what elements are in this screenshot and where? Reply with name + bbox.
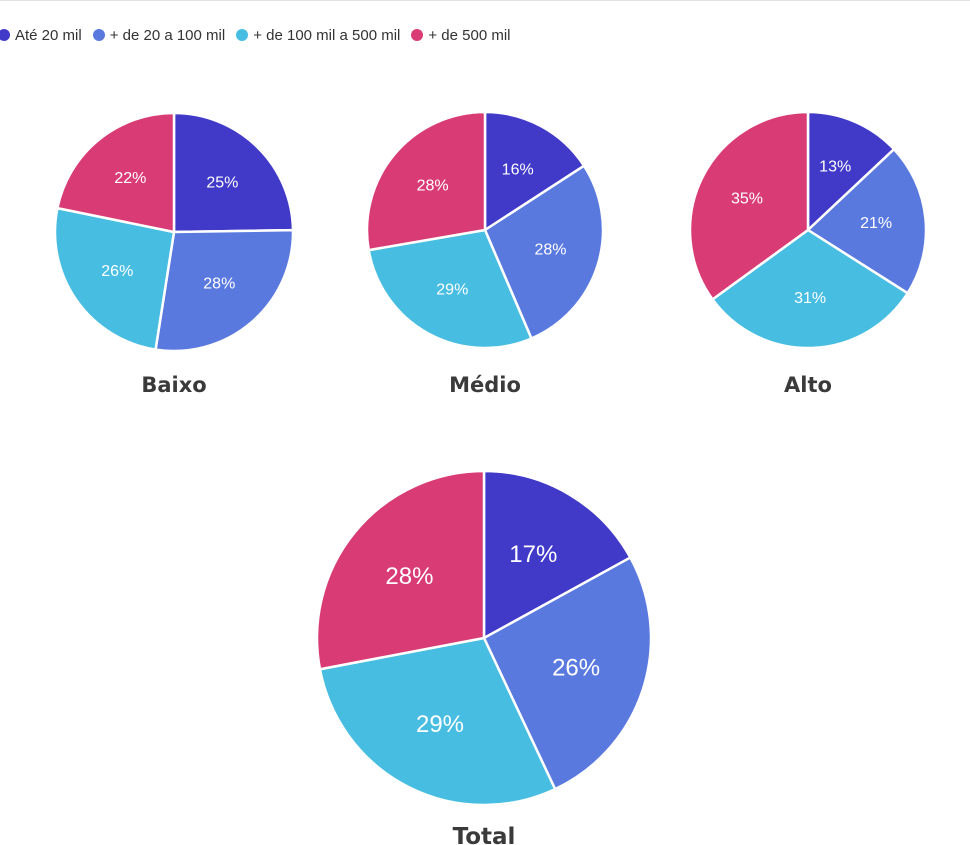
legend-label: + de 100 mil a 500 mil bbox=[253, 26, 401, 44]
pie-slice[interactable] bbox=[482, 556, 653, 791]
legend-label: + de 20 a 100 mil bbox=[109, 26, 226, 44]
slice-percent-label: 25% bbox=[206, 174, 238, 191]
top-divider bbox=[0, 0, 970, 1]
pie-slice[interactable] bbox=[172, 111, 295, 234]
legend-item-500-mil[interactable]: + de 500 mil bbox=[411, 26, 511, 44]
slice-percent-label: 29% bbox=[436, 282, 468, 299]
pie-title: Médio bbox=[449, 373, 521, 397]
slice-percent-label: 13% bbox=[819, 159, 851, 176]
pie-slice[interactable] bbox=[365, 110, 487, 252]
slice-percent-label: 28% bbox=[385, 563, 433, 590]
slice-percent-label: 28% bbox=[417, 177, 449, 194]
legend-swatch bbox=[0, 29, 10, 41]
pie-slice[interactable] bbox=[315, 469, 486, 671]
pie-title: Total bbox=[453, 824, 516, 845]
pie-slice[interactable] bbox=[483, 164, 605, 340]
pie-slice[interactable] bbox=[806, 110, 896, 232]
pie-slice[interactable] bbox=[688, 110, 810, 301]
slice-percent-label: 21% bbox=[860, 215, 892, 232]
pie-slice[interactable] bbox=[53, 206, 176, 351]
pie-slice[interactable] bbox=[711, 228, 909, 350]
legend-item-20-a-100-mil[interactable]: + de 20 a 100 mil bbox=[92, 26, 226, 44]
pie-medio: 16% 28% 29% 28% Médio bbox=[365, 110, 605, 397]
chart-legend: Até 20 mil + de 20 a 100 mil + de 100 mi… bbox=[0, 24, 522, 46]
slice-percent-label: 26% bbox=[101, 263, 133, 280]
slice-percent-label: 29% bbox=[416, 711, 464, 738]
slice-percent-label: 22% bbox=[114, 170, 146, 187]
legend-label: + de 500 mil bbox=[428, 26, 511, 44]
pie-slice[interactable] bbox=[367, 228, 533, 350]
slice-percent-label: 16% bbox=[502, 161, 534, 178]
pie-slice[interactable] bbox=[806, 147, 928, 295]
slice-percent-label: 31% bbox=[794, 290, 826, 307]
slice-percent-label: 28% bbox=[534, 241, 566, 258]
pie-alto: 13% 21% 31% 35% Alto bbox=[688, 110, 928, 397]
pie-slice[interactable] bbox=[483, 110, 586, 232]
slice-percent-label: 35% bbox=[731, 190, 763, 207]
slice-percent-label: 26% bbox=[552, 654, 600, 681]
pie-baixo: 25% 28% 26% 22% Baixo bbox=[53, 111, 295, 397]
pie-slice[interactable] bbox=[56, 111, 176, 234]
pie-slice[interactable] bbox=[482, 469, 632, 640]
pie-slice[interactable] bbox=[154, 228, 295, 353]
slice-percent-label: 17% bbox=[509, 541, 557, 568]
pie-slice[interactable] bbox=[318, 636, 557, 807]
legend-label: Até 20 mil bbox=[15, 26, 82, 44]
legend-swatch bbox=[236, 29, 249, 41]
pie-title: Baixo bbox=[141, 373, 206, 397]
legend-swatch bbox=[411, 29, 424, 41]
pie-total: 17% 26% 29% 28% Total bbox=[315, 469, 653, 845]
legend-swatch bbox=[92, 29, 105, 41]
legend-item-100-a-500-mil[interactable]: + de 100 mil a 500 mil bbox=[236, 27, 400, 44]
pie-title: Alto bbox=[784, 373, 832, 397]
legend-item-ate-20-mil[interactable]: Até 20 mil bbox=[0, 27, 82, 44]
slice-percent-label: 28% bbox=[203, 276, 235, 293]
